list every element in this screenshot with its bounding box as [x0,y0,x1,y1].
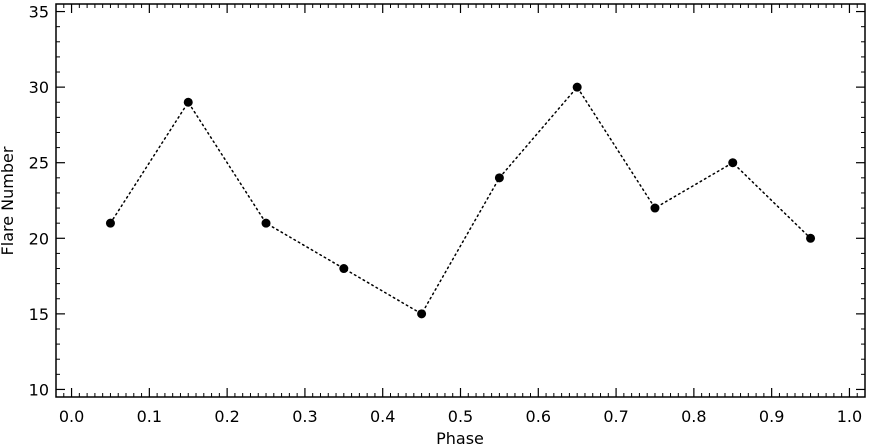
x-tick-label: 0.6 [526,407,551,426]
data-point [806,233,816,243]
y-axis-title: Flare Number [0,146,17,255]
x-axis-ticks [55,4,866,397]
data-point [105,218,115,228]
x-tick-label: 0.7 [603,407,628,426]
y-tick-label: 30 [29,78,49,97]
x-axis-title: Phase [436,429,484,447]
data-point [494,173,504,183]
plot-frame [55,3,866,398]
data-point [417,309,427,319]
y-tick-label: 20 [29,229,49,248]
data-point [650,203,660,213]
x-tick-label: 0.4 [370,407,395,426]
y-tick-label: 35 [29,3,49,22]
y-axis-ticks [56,10,865,391]
series-line [109,85,812,315]
series-layer [105,82,816,319]
x-tick-label: 0.3 [292,407,317,426]
x-tick-label: 0.1 [137,407,162,426]
y-axis-tick-labels: 10 15 20 25 30 35 [29,3,49,400]
data-point [572,82,582,92]
x-axis-tick-labels: 0.0 0.1 0.2 0.3 0.4 0.5 0.6 0.7 0.8 0.9 1.0 [59,407,862,426]
x-tick-label: 0.2 [214,407,239,426]
data-point [183,97,193,107]
y-tick-label: 10 [29,380,49,399]
y-tick-label: 25 [29,154,49,173]
x-tick-label: 0.0 [59,407,84,426]
data-point [261,218,271,228]
x-tick-label: 0.8 [681,407,706,426]
data-point [728,158,738,168]
x-tick-label: 0.5 [448,407,473,426]
y-tick-label: 15 [29,305,49,324]
data-point [339,264,349,274]
x-tick-label: 0.9 [759,407,784,426]
x-tick-label: 1.0 [837,407,862,426]
